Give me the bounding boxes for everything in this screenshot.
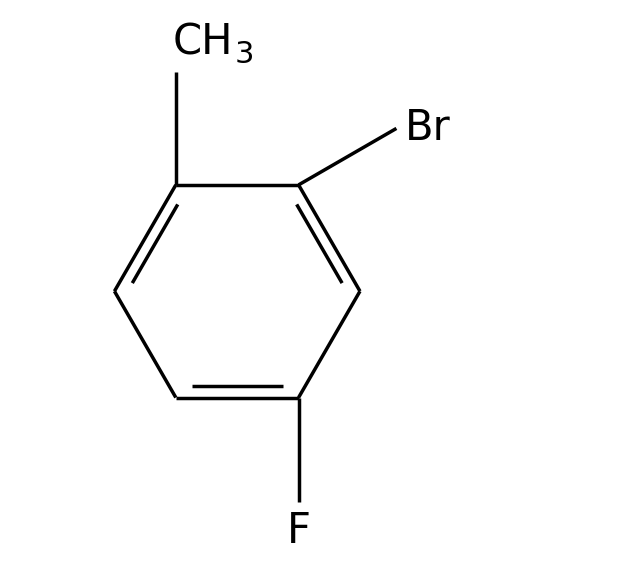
Text: F: F — [287, 510, 310, 553]
Text: Br: Br — [405, 107, 451, 150]
Text: CH: CH — [173, 21, 234, 63]
Text: 3: 3 — [235, 40, 254, 69]
